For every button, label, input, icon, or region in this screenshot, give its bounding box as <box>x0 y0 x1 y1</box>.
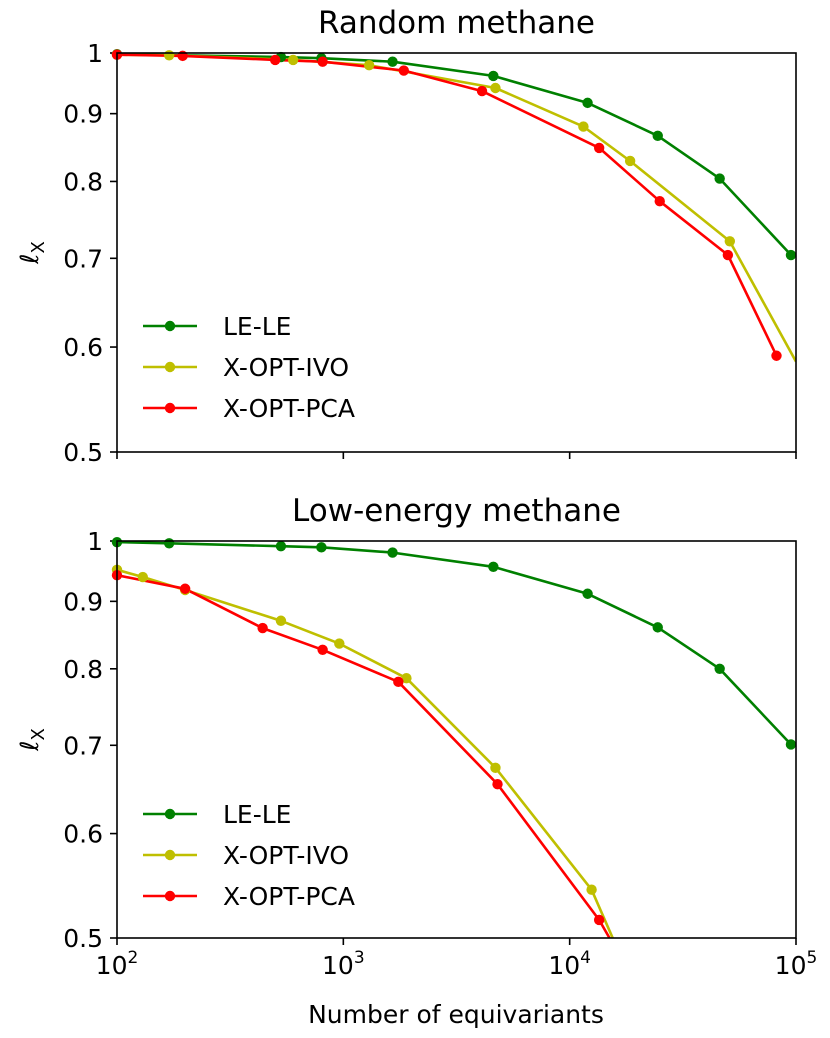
x-tick-label: 103 <box>322 948 365 980</box>
data-point <box>490 762 501 774</box>
data-point <box>363 60 375 71</box>
data-point <box>287 54 299 66</box>
y-tick-label: 0.6 <box>63 333 103 362</box>
plot-frame <box>116 540 797 939</box>
data-point <box>582 97 593 109</box>
data-point <box>398 65 410 76</box>
x-axis-label: Number of equivariants <box>308 1000 604 1029</box>
data-point <box>724 236 736 247</box>
y-tick-label: 0.7 <box>63 244 103 273</box>
data-point <box>163 538 175 549</box>
x-tick-label: 102 <box>96 948 139 980</box>
chart-title: Random methane <box>318 5 595 41</box>
series-line-le-le <box>117 541 792 746</box>
y-tick-label: 1 <box>87 39 103 68</box>
y-tick-label: 0.8 <box>63 655 103 684</box>
data-point <box>275 540 287 552</box>
data-point <box>654 196 665 207</box>
series-line-x-opt-ivo <box>117 53 796 363</box>
data-point <box>582 588 593 599</box>
data-point <box>316 542 327 553</box>
data-point <box>771 350 782 361</box>
y-tick-label: 0.7 <box>63 731 103 760</box>
data-point <box>387 547 398 558</box>
legend-marker <box>164 361 176 373</box>
legend-label: X-OPT-PCA <box>223 394 355 423</box>
chart-random-methane: Random methane 0.5 0.6 0.7 0.8 0.9 1 ℓX LE-LE X-O… <box>15 5 797 467</box>
chart-title: Low-energy methane <box>292 493 621 529</box>
legend-label: LE-LE <box>223 800 291 829</box>
data-point <box>593 914 605 926</box>
data-point <box>593 142 605 154</box>
legend-label: X-OPT-IVO <box>223 841 349 870</box>
data-point <box>586 884 597 895</box>
data-point <box>387 56 398 67</box>
data-point <box>785 739 797 750</box>
y-tick-label: 0.5 <box>63 438 103 467</box>
data-point <box>334 638 345 649</box>
legend-label: X-OPT-IVO <box>223 353 349 382</box>
data-point <box>578 121 589 132</box>
legend-marker <box>164 849 176 861</box>
y-tick-label: 0.8 <box>63 167 103 196</box>
data-point <box>401 672 412 684</box>
data-point <box>624 155 636 167</box>
legend-label: X-OPT-PCA <box>223 882 355 911</box>
data-point <box>317 644 328 655</box>
data-point <box>476 85 488 97</box>
series-line-x-opt-pca <box>117 53 778 357</box>
data-point <box>714 173 725 184</box>
y-axis-label: ℓX <box>15 728 49 752</box>
data-point <box>652 130 663 142</box>
legend-marker <box>164 890 176 902</box>
legend-marker <box>164 402 176 414</box>
data-point <box>393 676 404 688</box>
data-point <box>722 249 734 261</box>
data-point <box>317 56 328 67</box>
legend-label: LE-LE <box>223 312 291 341</box>
y-tick-label: 0.6 <box>63 820 103 849</box>
data-point <box>270 54 281 66</box>
data-point <box>137 571 148 583</box>
series-line-x-opt-ivo <box>117 568 614 938</box>
x-tick-label: 105 <box>775 948 818 980</box>
y-tick-label: 0.9 <box>63 100 103 129</box>
y-tick-label: 0.5 <box>63 924 103 953</box>
y-axis-label: ℓX <box>15 241 49 265</box>
x-tick-label: 104 <box>548 948 591 980</box>
data-point <box>179 583 191 594</box>
data-point <box>488 70 499 82</box>
data-point <box>257 622 268 634</box>
plot-frame <box>116 52 797 453</box>
legend-marker <box>164 320 176 332</box>
chart-low-energy-methane: Low-energy methane 0.5 0.6 0.7 0.8 0.9 1 102 103… <box>15 493 817 980</box>
series-line-x-opt-pca <box>117 573 611 938</box>
data-point <box>488 561 499 572</box>
y-tick-label: 1 <box>87 527 103 556</box>
data-point <box>652 622 663 633</box>
data-point <box>490 82 501 94</box>
data-point <box>714 663 725 675</box>
data-point <box>163 50 175 61</box>
data-point <box>275 615 287 626</box>
data-point <box>785 249 797 261</box>
data-point <box>492 779 503 790</box>
legend-marker <box>164 808 176 820</box>
y-tick-label: 0.9 <box>63 587 103 616</box>
